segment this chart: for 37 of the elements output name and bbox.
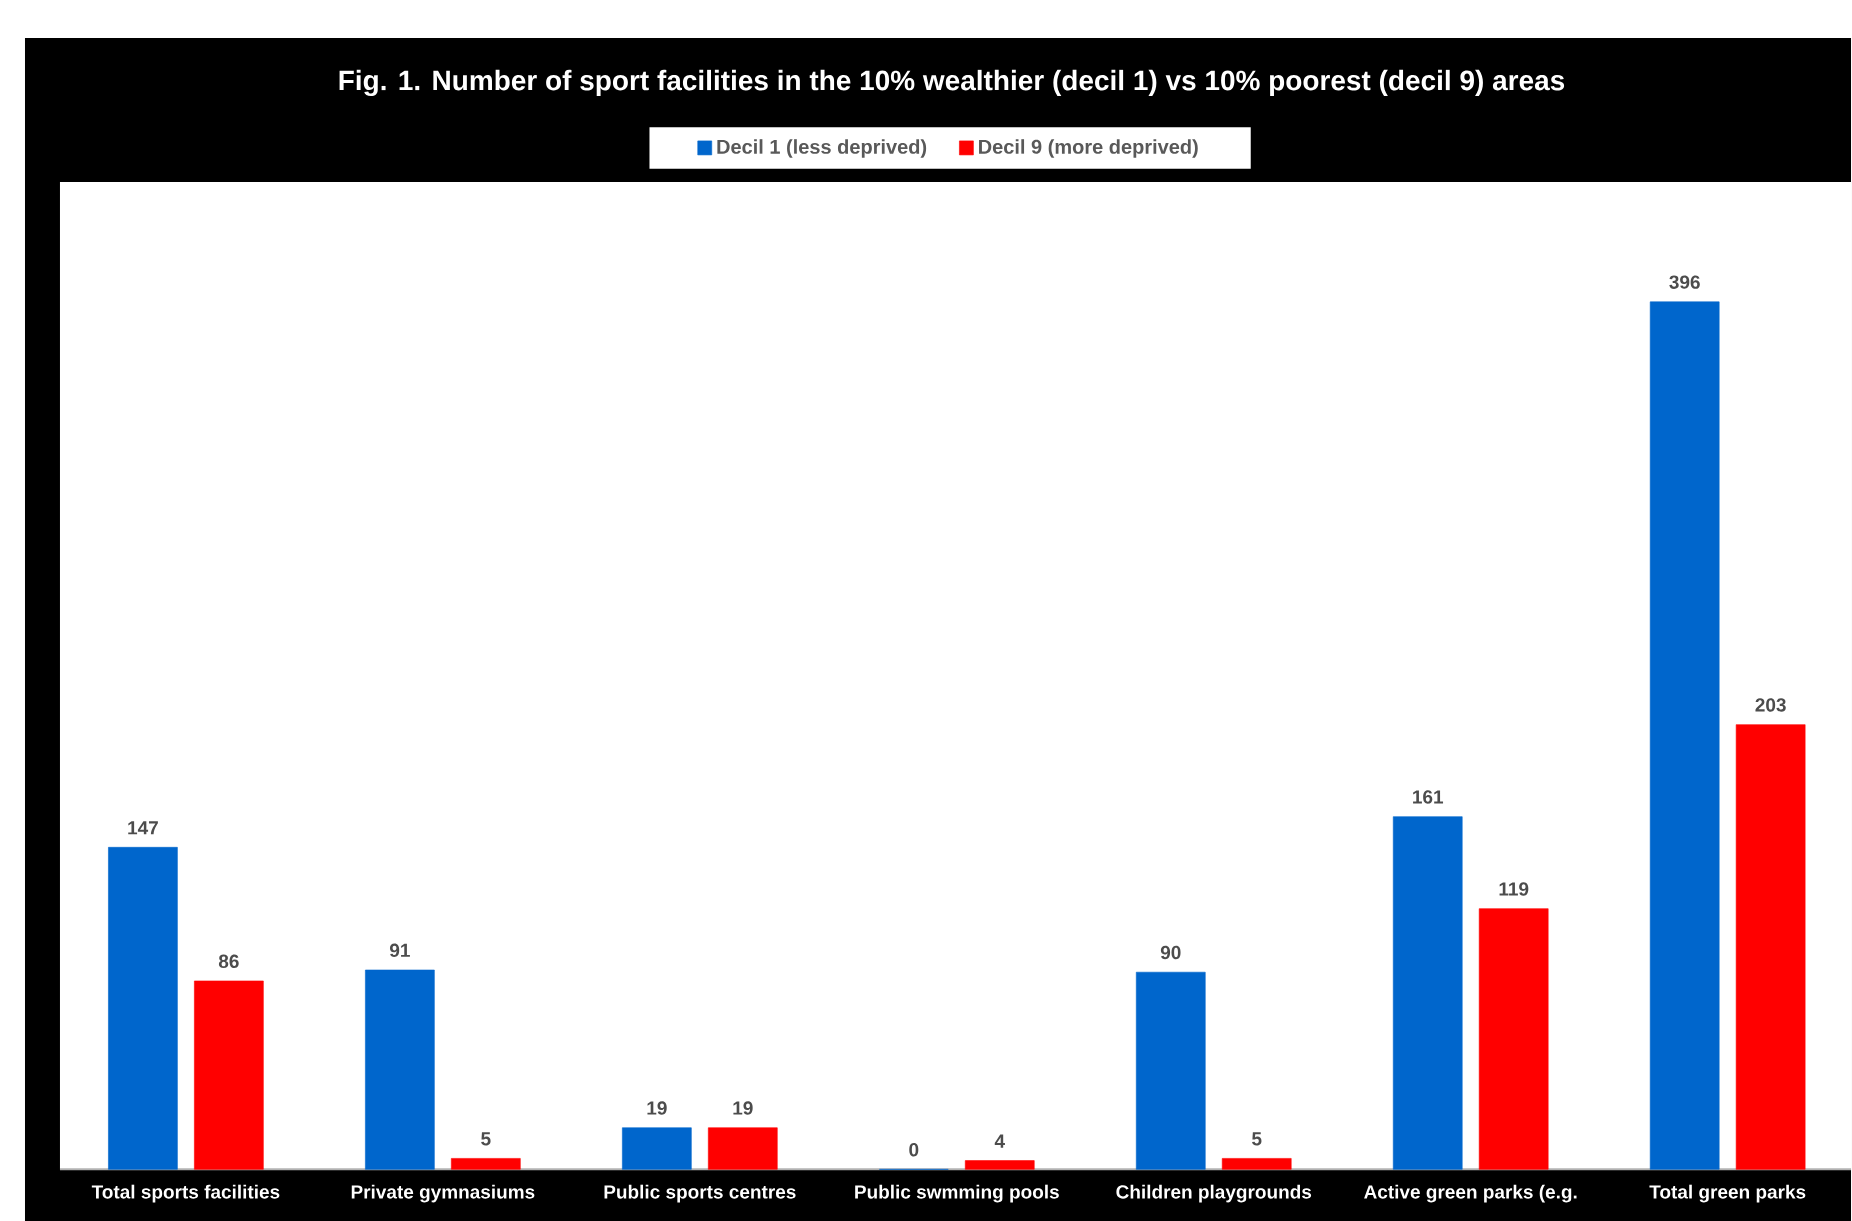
data-label: 90 bbox=[1160, 945, 1181, 960]
bar bbox=[1135, 971, 1206, 1170]
legend-label: Decil 1 (less deprived) bbox=[717, 139, 927, 158]
bar bbox=[1478, 908, 1549, 1170]
bar bbox=[1735, 724, 1806, 1170]
bar bbox=[1392, 816, 1463, 1170]
data-label: 0 bbox=[909, 1142, 919, 1157]
data-label: 5 bbox=[1252, 1132, 1262, 1146]
x-tick-label: Public sports centres bbox=[604, 1184, 796, 1203]
bar bbox=[1649, 301, 1720, 1170]
data-label: 19 bbox=[733, 1101, 753, 1115]
data-label: 396 bbox=[1669, 275, 1700, 289]
bar bbox=[622, 1127, 692, 1170]
legend-label: Decil 9 (more deprived) bbox=[979, 139, 1198, 158]
x-tick-label: Public swmming pools bbox=[855, 1184, 1059, 1203]
x-tick-label: Total green parks bbox=[1649, 1184, 1806, 1203]
data-label: 147 bbox=[128, 821, 158, 835]
data-label: 5 bbox=[481, 1132, 491, 1146]
bar bbox=[708, 1127, 778, 1170]
x-tick-label: Private gymnasiums bbox=[351, 1184, 535, 1203]
bar bbox=[108, 846, 178, 1170]
bar bbox=[194, 980, 264, 1170]
x-tick-label: Active green parks (e.g. bbox=[1364, 1184, 1577, 1203]
data-label: 4 bbox=[994, 1134, 1005, 1148]
bar bbox=[1221, 1157, 1292, 1170]
bar bbox=[365, 969, 435, 1170]
chart-title: Fig. 1. Number of sport facilities in the 10% wealthier (decil 1) vs 10% poorest (decil 9) areas bbox=[339, 69, 1565, 96]
x-tick-label: Total sports facilities bbox=[91, 1184, 280, 1203]
bar bbox=[451, 1157, 521, 1170]
data-label: 19 bbox=[647, 1101, 667, 1115]
data-label: 203 bbox=[1755, 698, 1786, 712]
data-label: 91 bbox=[389, 943, 410, 957]
data-label: 119 bbox=[1499, 882, 1529, 896]
bar bbox=[964, 1160, 1035, 1170]
data-label: 86 bbox=[218, 954, 239, 968]
x-tick-label: Children playgrounds bbox=[1116, 1184, 1312, 1203]
data-label: 161 bbox=[1413, 790, 1444, 804]
